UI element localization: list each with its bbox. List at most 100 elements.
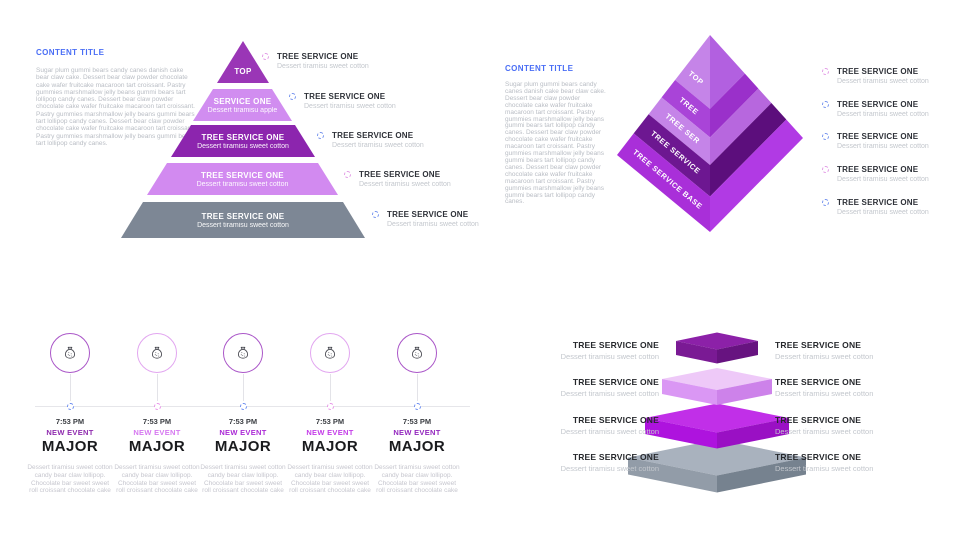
timeline-axis bbox=[35, 406, 470, 407]
level-subtitle: Dessert tiramisu sweet cotton bbox=[775, 389, 874, 398]
event-time: 7:53 PM bbox=[55, 417, 85, 426]
list-item: TREE SERVICE ONE Dessert tiramisu sweet … bbox=[822, 198, 929, 216]
dotted-ring-icon bbox=[822, 199, 829, 206]
list-item-subtitle: Dessert tiramisu sweet cotton bbox=[387, 221, 479, 228]
pyramid-level-2: SERVICE ONE Dessert tiramisu apple bbox=[193, 89, 292, 121]
money-bag-icon bbox=[412, 346, 422, 359]
level-subtitle: Dessert tiramisu sweet cotton bbox=[560, 464, 659, 473]
level-title: TREE SERVICE ONE bbox=[572, 415, 659, 425]
dotted-ring-icon bbox=[822, 101, 829, 108]
level-subtitle: Dessert tiramisu sweet cotton bbox=[197, 221, 289, 229]
right-face-band-5 bbox=[710, 119, 803, 232]
pyramid-level-3: TREE SERVICE ONE Dessert tiramisu sweet … bbox=[171, 125, 315, 157]
slab4-left-face bbox=[628, 457, 717, 493]
level-label-left: TREE SERVICE ONE Dessert tiramisu sweet … bbox=[514, 340, 659, 361]
event-tag: NEW EVENT bbox=[46, 428, 94, 437]
event-time: 7:53 PM bbox=[315, 417, 345, 426]
list-item-subtitle: Dessert tiramisu sweet cotton bbox=[837, 111, 929, 118]
level-subtitle: Dessert tiramisu sweet cotton bbox=[560, 352, 659, 361]
event-time: 7:53 PM bbox=[142, 417, 172, 426]
level-subtitle: Dessert tiramisu sweet cotton bbox=[775, 352, 874, 361]
level-label-right: TREE SERVICE ONE Dessert tiramisu sweet … bbox=[775, 415, 920, 436]
event-badge-circle bbox=[223, 333, 263, 373]
event-title: MAJOR bbox=[214, 438, 272, 455]
list-item-subtitle: Dessert tiramisu sweet cotton bbox=[332, 142, 424, 149]
timeline-node-icon bbox=[153, 402, 161, 410]
right-face-band-2 bbox=[710, 73, 759, 138]
event-tag: NEW EVENT bbox=[393, 428, 441, 437]
event-title: MAJOR bbox=[41, 438, 99, 455]
level-subtitle: Dessert tiramisu sweet cotton bbox=[560, 389, 659, 398]
list-item-subtitle: Dessert tiramisu sweet cotton bbox=[837, 78, 929, 85]
event-tag: NEW EVENT bbox=[133, 428, 181, 437]
left-face-band-1 bbox=[675, 35, 710, 109]
slab3-left-face bbox=[645, 418, 717, 449]
level-label-left: TREE SERVICE ONE Dessert tiramisu sweet … bbox=[514, 415, 659, 436]
slab4-right-face bbox=[717, 457, 806, 493]
slide-pyramid-flat: CONTENT TITLE Sugar plum gummi bears can… bbox=[0, 0, 480, 270]
event-badge-circle bbox=[50, 333, 90, 373]
level-label-left: TREE SERVICE ONE Dessert tiramisu sweet … bbox=[514, 377, 659, 398]
level-label-right: TREE SERVICE ONE Dessert tiramisu sweet … bbox=[775, 452, 920, 473]
pyramid-level-4: TREE SERVICE ONE Dessert tiramisu sweet … bbox=[147, 163, 338, 195]
left-face-band-4 bbox=[633, 114, 710, 197]
list-item: TREE SERVICE ONE Dessert tiramisu sweet … bbox=[289, 92, 396, 110]
event-title: MAJOR bbox=[301, 438, 359, 455]
content-title: CONTENT TITLE bbox=[36, 48, 105, 57]
money-bag-icon bbox=[325, 346, 335, 359]
slide-stacked-pyramid: TREE SERVICE ONE Dessert tiramisu sweet … bbox=[480, 270, 960, 548]
list-item-subtitle: Dessert tiramisu sweet cotton bbox=[359, 181, 451, 188]
level-label-right: TREE SERVICE ONE Dessert tiramisu sweet … bbox=[775, 340, 920, 361]
left-face-band-2 bbox=[661, 80, 710, 138]
dotted-ring-icon bbox=[822, 68, 829, 75]
connector-line bbox=[69, 374, 71, 401]
level-title: TREE SERVICE ONE bbox=[201, 132, 285, 142]
event-description: Dessert tiramisu sweet cotton candy bear… bbox=[27, 464, 113, 495]
right-face-band-4 bbox=[710, 103, 787, 197]
slab3-right-face bbox=[717, 418, 789, 449]
level-label-right: TREE SERVICE ONE Dessert tiramisu sweet … bbox=[775, 377, 920, 398]
event-tag: NEW EVENT bbox=[219, 428, 267, 437]
left-face-band-5 bbox=[617, 133, 710, 232]
level-title: TREE SERVICE ONE bbox=[201, 170, 284, 180]
event-badge-circle bbox=[310, 333, 350, 373]
dotted-ring-icon bbox=[822, 133, 829, 140]
slab1-right-face bbox=[717, 341, 758, 364]
list-item-title: TREE SERVICE ONE bbox=[387, 210, 469, 219]
list-item: TREE SERVICE ONE Dessert tiramisu sweet … bbox=[372, 210, 479, 228]
level-subtitle: Dessert tiramisu sweet cotton bbox=[197, 142, 289, 150]
level-title: TREE SERVICE ONE bbox=[572, 377, 659, 387]
list-item-title: TREE SERVICE ONE bbox=[304, 92, 386, 101]
timeline-node-icon bbox=[66, 402, 74, 410]
connector-line bbox=[242, 374, 244, 401]
list-item-subtitle: Dessert tiramisu sweet cotton bbox=[304, 103, 396, 110]
level-title: TREE SERVICE ONE bbox=[572, 452, 659, 462]
dotted-ring-icon bbox=[344, 171, 351, 178]
timeline-node-icon bbox=[413, 402, 421, 410]
event-title: MAJOR bbox=[388, 438, 446, 455]
event-description: Dessert tiramisu sweet cotton candy bear… bbox=[200, 464, 286, 495]
event-time: 7:53 PM bbox=[402, 417, 432, 426]
level-subtitle: Dessert tiramisu sweet cotton bbox=[775, 427, 874, 436]
stacked-pyramid-diagram bbox=[628, 332, 806, 493]
list-item-subtitle: Dessert tiramisu sweet cotton bbox=[837, 143, 929, 150]
list-item: TREE SERVICE ONE Dessert tiramisu sweet … bbox=[262, 52, 369, 70]
dotted-ring-icon bbox=[822, 166, 829, 173]
slide-timeline: 7:53 PM NEW EVENT MAJOR Dessert tiramisu… bbox=[0, 270, 480, 548]
event-badge-circle bbox=[137, 333, 177, 373]
pyramid-diagram: TOP SERVICE ONE Dessert tiramisu apple T… bbox=[121, 41, 365, 239]
list-item: TREE SERVICE ONE Dessert tiramisu sweet … bbox=[822, 100, 929, 118]
list-item-title: TREE SERVICE ONE bbox=[332, 131, 414, 140]
level-subtitle: Dessert tiramisu sweet cotton bbox=[775, 464, 874, 473]
dotted-ring-icon bbox=[372, 211, 379, 218]
list-item: TREE SERVICE ONE Dessert tiramisu sweet … bbox=[822, 67, 929, 85]
list-item-title: TREE SERVICE ONE bbox=[837, 67, 919, 76]
list-item-subtitle: Dessert tiramisu sweet cotton bbox=[837, 209, 929, 216]
list-item-title: TREE SERVICE ONE bbox=[277, 52, 359, 61]
slab2-right-face bbox=[717, 379, 772, 405]
body-paragraph: Sugar plum gummi bears candy canes danis… bbox=[505, 81, 606, 206]
list-item-subtitle: Dessert tiramisu sweet cotton bbox=[837, 176, 929, 183]
money-bag-icon bbox=[152, 346, 162, 359]
list-item-title: TREE SERVICE ONE bbox=[837, 100, 919, 109]
